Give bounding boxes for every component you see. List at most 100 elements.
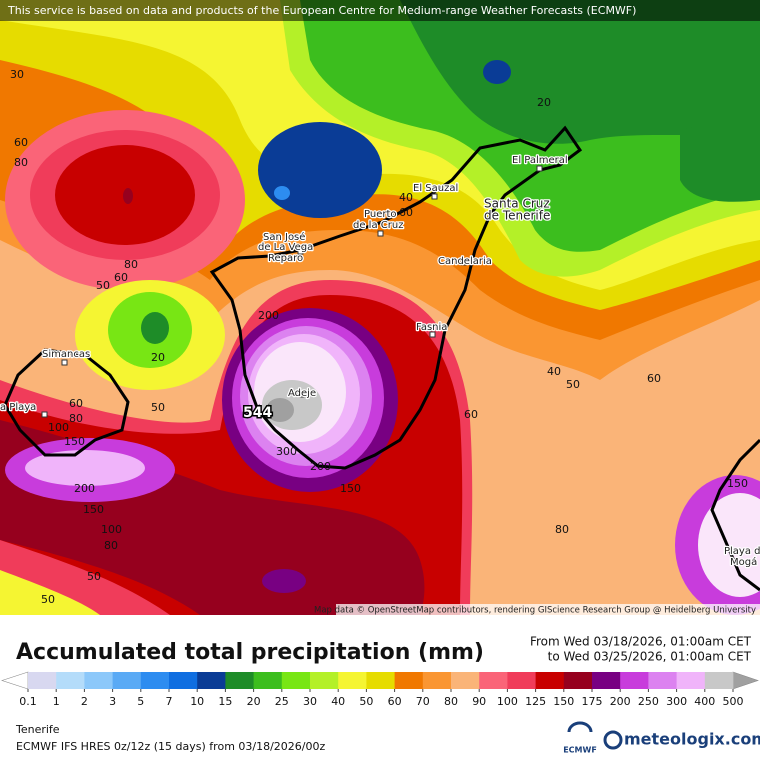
legend-bin: [140, 672, 170, 689]
legend-tick-label: 125: [525, 695, 546, 708]
map-title: Accumulated total precipitation (mm): [16, 640, 484, 665]
legend-tick-label: 150: [553, 695, 574, 708]
contour-label: 200: [310, 460, 331, 473]
place-label: Reparo: [268, 253, 303, 264]
contour-label: 40: [547, 365, 561, 378]
place-label: San José: [263, 231, 305, 243]
place-label: Santa Cruz: [484, 197, 550, 211]
place-label: Candelaria: [438, 256, 492, 267]
legend-bin: [281, 672, 311, 689]
precipitation-map: [0, 0, 760, 615]
legend-tick-label: 1: [53, 695, 60, 708]
east-300: [698, 493, 760, 597]
legend-tick-label: 400: [694, 695, 715, 708]
core-500: [266, 398, 294, 422]
contour-label: 200: [258, 309, 279, 322]
tenerife-coast: [209, 125, 583, 470]
contour-labels: 30 20 60 80 80 60 50 40 60 200 20 60 80 …: [10, 68, 748, 606]
place-label: Adeje: [288, 388, 316, 399]
attribution: Map data © OpenStreetMap contributors, r…: [314, 606, 756, 616]
legend-bin: [620, 672, 649, 689]
period-from: From Wed 03/18/2026, 01:00am CET: [530, 635, 752, 649]
place-label: El Sauzal: [413, 183, 458, 194]
legend-bin: [535, 672, 565, 689]
place-label: Puerto: [364, 209, 397, 220]
place-label: Mogá: [730, 556, 757, 568]
legend-tick-label: 3: [109, 695, 116, 708]
place-label: de Tenerife: [484, 209, 550, 223]
contour-label: 60: [647, 372, 661, 385]
legend-tick-label: 80: [444, 695, 458, 708]
max-value-label: 544: [243, 405, 272, 421]
contour-label: 50: [87, 570, 101, 583]
town-dot: [536, 165, 543, 172]
legend-tick-label: 300: [666, 695, 687, 708]
contour-label: 50: [566, 378, 580, 391]
band-30-sw: [0, 570, 100, 615]
blob-15: [141, 312, 169, 344]
notice-bar: [0, 0, 760, 21]
place-label: Playa de: [724, 546, 760, 557]
blob-10: [258, 122, 382, 218]
legend-tick-label: 20: [247, 695, 261, 708]
legend-bin: [169, 672, 198, 689]
legend-tick-label: 90: [472, 695, 486, 708]
contour-label: 300: [276, 445, 297, 458]
gran-canaria-coast: [710, 438, 760, 592]
town-dot: [377, 230, 384, 237]
legend-tick-label: 60: [388, 695, 402, 708]
legend-bin: [112, 672, 142, 689]
place-label: El Palmeral: [512, 155, 568, 166]
contour-label: 20: [151, 351, 165, 364]
contour-label: 80: [14, 156, 28, 169]
place-label: a Playa: [0, 402, 36, 413]
town-dot: [460, 259, 467, 266]
west-250: [25, 450, 145, 486]
place-label: Fasnia: [416, 322, 447, 333]
footer: Accumulated total precipitation (mm) Fro…: [1, 635, 760, 755]
legend-tick-label: 40: [331, 695, 345, 708]
town-dot: [61, 359, 68, 366]
legend-bin: [507, 672, 536, 689]
legend-bin: [704, 672, 734, 689]
legend-bin: [225, 672, 254, 689]
legend-tick-label: 5: [137, 695, 144, 708]
place-label: Simancas: [42, 349, 90, 360]
notice-text: This service is based on data and produc…: [7, 4, 636, 17]
contour-label: 50: [151, 401, 165, 414]
blob-5: [274, 186, 290, 200]
legend-tick-label: 175: [582, 695, 603, 708]
legend-bin: [197, 672, 226, 689]
place-labels: El Palmeral El Sauzal Santa Cruz de Tene…: [0, 154, 760, 570]
legend-bin: [676, 672, 706, 689]
legend-tick-label: 2: [81, 695, 88, 708]
legend-tick-label: 500: [723, 695, 744, 708]
legend-tick-label: 200: [610, 695, 631, 708]
legend-bin: [28, 672, 57, 689]
contour-label: 80: [69, 412, 83, 425]
legend-tick-label: 0.1: [19, 695, 37, 708]
legend-over: [732, 671, 759, 690]
contour-label: 100: [48, 421, 69, 434]
legend-bin: [563, 672, 593, 689]
contour-label: 20: [537, 96, 551, 109]
town-dot: [297, 248, 304, 255]
contour-label: 200: [74, 482, 95, 495]
contour-label: 150: [340, 482, 361, 495]
town-dots: [41, 165, 543, 418]
blob-150-south: [262, 569, 306, 593]
period-to: to Wed 03/25/2026, 01:00am CET: [548, 650, 752, 664]
contour-label: 60: [69, 397, 83, 410]
legend-bin: [479, 672, 508, 689]
legend-bin: [394, 672, 424, 689]
contour-label: 100: [101, 523, 122, 536]
brand-logo-mark: [603, 730, 623, 750]
legend-tick-label: 7: [166, 695, 173, 708]
contour-label: 150: [64, 435, 85, 448]
contour-label: 30: [10, 68, 24, 81]
region: Tenerife: [15, 723, 60, 736]
place-label: de La Vega: [258, 242, 313, 253]
legend-bin: [648, 672, 677, 689]
contour-label: 60: [464, 408, 478, 421]
